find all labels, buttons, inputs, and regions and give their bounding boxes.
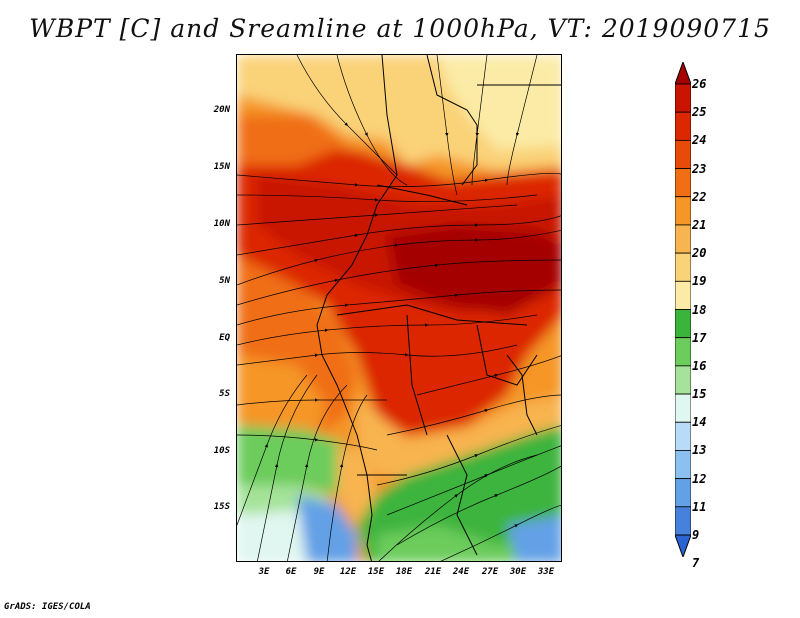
colorbar-segment [675, 224, 691, 254]
colorbar-label: 11 [692, 499, 707, 514]
colorbar-label: 12 [692, 471, 707, 486]
colorbar-label: 20 [692, 246, 707, 261]
lat-label-eq: EQ [219, 333, 230, 343]
lon-label-9e: 9E [313, 567, 325, 577]
lat-label-10n: 10N [213, 219, 230, 229]
colorbar-segment [675, 168, 691, 198]
colorbar-segment [675, 450, 691, 480]
colorbar-segment [675, 337, 691, 367]
software-credit: GrADS: IGES/COLA [4, 602, 91, 612]
colorbar-label: 22 [692, 189, 707, 204]
colorbar-segment [675, 196, 691, 226]
lat-label-5n: 5N [219, 276, 230, 286]
colorbar-segment [675, 280, 691, 310]
lat-label-5s: 5S [219, 389, 230, 399]
colorbar-label: 21 [692, 217, 707, 232]
lon-label-12e: 12E [339, 567, 357, 577]
colorbar-label: 13 [692, 443, 707, 458]
temperature-fill [237, 55, 561, 561]
figure-title: WBPT [C] and Sreamline at 1000hPa, VT: 2… [29, 14, 771, 43]
colorbar-label: 16 [692, 358, 707, 373]
colorbar-top-triangle [675, 62, 691, 85]
streamlines [237, 55, 561, 561]
colorbar-label: 23 [692, 161, 707, 176]
colorbar-segment [675, 139, 691, 169]
colorbar-label: 26 [692, 77, 707, 91]
colorbar-label: 14 [692, 415, 707, 430]
colorbar-label: 9 [692, 528, 700, 542]
lon-label-24e: 24E [452, 567, 470, 577]
colorbar-segment [675, 309, 691, 339]
country-borders [316, 55, 561, 561]
colorbar-bottom-triangle [675, 534, 691, 557]
colorbar-segment [675, 421, 691, 451]
lat-label-15s: 15S [213, 502, 230, 512]
colorbar-label: 17 [692, 330, 707, 345]
colorbar-label: 15 [692, 387, 707, 402]
lon-label-3e: 3E [258, 567, 270, 577]
colorbar [675, 62, 691, 557]
lat-label-10s: 10S [213, 446, 230, 456]
lon-label-27e: 27E [481, 567, 499, 577]
lon-label-30e: 30E [509, 567, 527, 577]
colorbar-segment [675, 393, 691, 423]
lon-label-33e: 33E [537, 567, 555, 577]
colorbar-label: 25 [692, 105, 707, 120]
map-field [237, 55, 561, 561]
colorbar-label: 18 [692, 302, 707, 317]
colorbar-label: 7 [692, 556, 700, 571]
colorbar-segment [675, 478, 691, 508]
lon-label-15e: 15E [367, 567, 385, 577]
colorbar-segment [675, 83, 691, 113]
colorbar-segment [675, 111, 691, 141]
colorbar-label: 19 [692, 274, 707, 289]
colorbar-segment [675, 506, 691, 536]
lat-label-20n: 20N [213, 105, 230, 115]
colorbar-label: 24 [692, 133, 707, 148]
colorbar-segment [675, 252, 691, 282]
lat-label-15n: 15N [213, 162, 230, 172]
colorbar-segment [675, 365, 691, 395]
lon-label-18e: 18E [395, 567, 413, 577]
map-panel [236, 54, 562, 562]
lon-label-21e: 21E [424, 567, 442, 577]
lon-label-6e: 6E [285, 567, 297, 577]
